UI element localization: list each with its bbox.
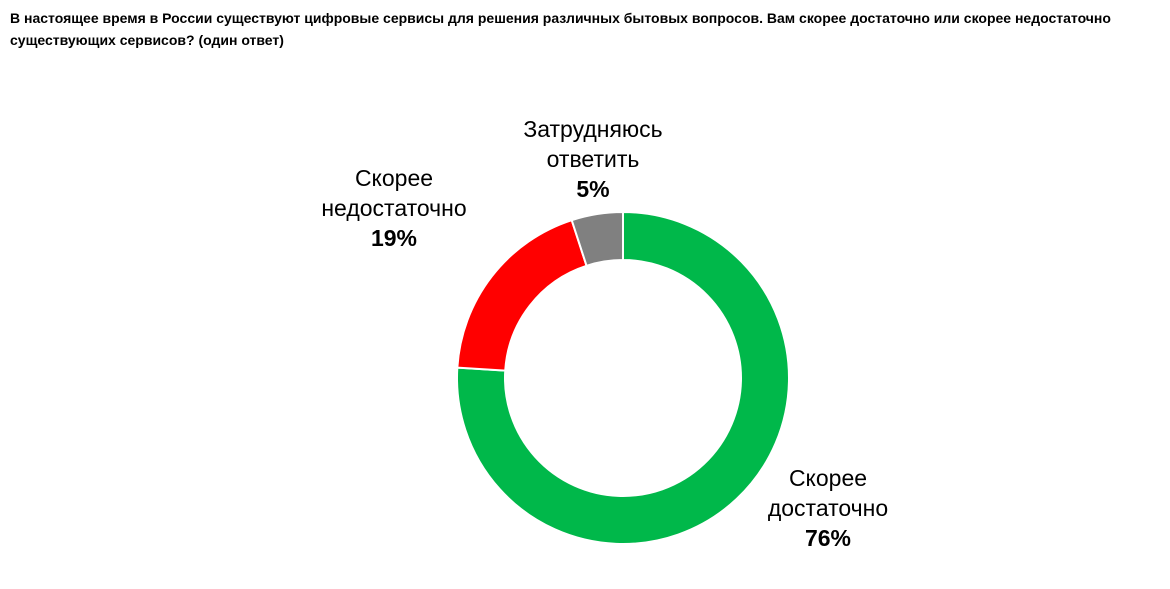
category-label: Затрудняюсь ответить bbox=[523, 116, 663, 172]
slice-label: Затрудняюсь ответить 5% bbox=[508, 114, 678, 204]
slice bbox=[570, 210, 624, 268]
value-label: 19% bbox=[370, 225, 418, 251]
slice bbox=[456, 210, 790, 545]
slice-label: Скорее недостаточно 19% bbox=[309, 163, 479, 253]
value-label: 5% bbox=[576, 176, 610, 202]
chart-title: В настоящее время в России существуют ци… bbox=[10, 10, 1111, 48]
value-label: 76% bbox=[804, 525, 852, 551]
category-label: Скорее недостаточно bbox=[321, 165, 467, 221]
slice-label: Скорее достаточно 76% bbox=[743, 463, 913, 553]
category-label: Скорее достаточно bbox=[767, 465, 889, 521]
